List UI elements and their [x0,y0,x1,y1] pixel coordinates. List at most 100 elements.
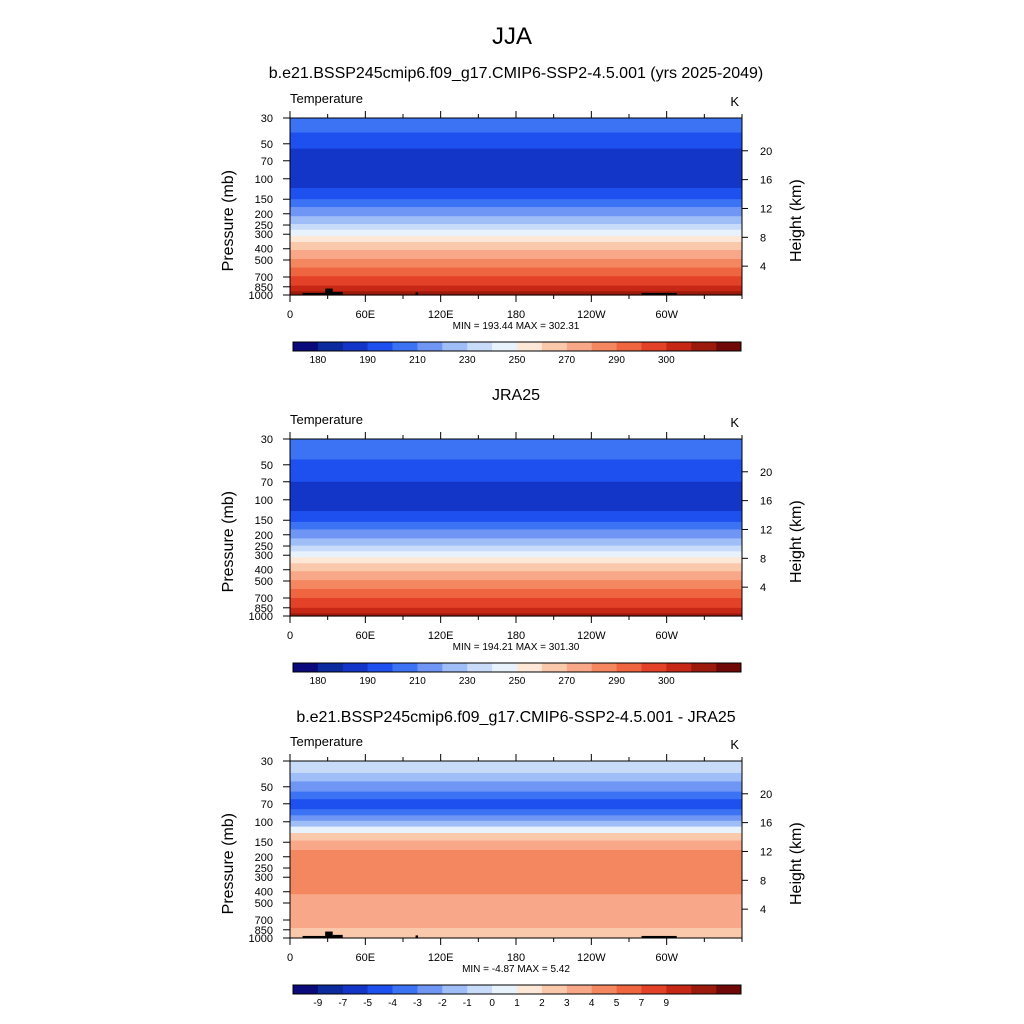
colorbar-box [517,985,543,994]
colorbar-label: 300 [658,676,675,687]
colorbar-box [467,342,493,351]
colorbar-label: 270 [558,676,575,687]
colorbar-box [367,985,393,994]
contour-band [290,439,742,461]
contour-band [290,199,742,208]
variable-label: Temperature [290,412,363,427]
pressure-tick-label: 1000 [249,611,273,623]
contour-band [290,597,742,609]
contour-band [290,840,742,851]
x-tick-label: 120E [428,630,454,642]
contour-band [290,529,742,540]
colorbar-label: 3 [564,998,570,1009]
pressure-tick-label: 200 [255,530,273,542]
pressure-tick-label: 400 [255,887,273,899]
colorbar-box [666,342,692,351]
colorbar-box [417,663,443,672]
terrain-block [332,291,343,295]
x-tick-label: 60W [655,630,678,642]
pressure-tick-label: 70 [261,799,273,811]
pressure-tick-label: 850 [255,925,273,937]
units-label: K [730,94,739,109]
contour-band [290,276,742,287]
pressure-tick-label: 150 [255,837,273,849]
colorbar-box [641,663,667,672]
contour-band [290,249,742,260]
x-tick-label: 0 [287,630,293,642]
variable-label: Temperature [290,734,363,749]
colorbar-label: 9 [664,998,670,1009]
pressure-tick-label: 850 [255,603,273,615]
colorbar-box [517,663,543,672]
colorbar-box [367,342,393,351]
colorbar-box [541,985,568,994]
colorbar-box [417,342,443,351]
pressure-tick-label: 250 [255,863,273,875]
pressure-tick-label: 70 [261,477,273,489]
pressure-tick-label: 100 [255,817,273,829]
contour-band [290,545,742,552]
contour-band [290,285,742,292]
height-tick-label: 8 [760,553,766,565]
colorbar-frame [292,984,742,995]
height-tick-label: 16 [760,818,772,830]
chart-panel-3: b.e21.BSSP245cmip6.f09_g17.CMIP6-SSP2-4.… [220,709,805,1009]
colorbar-label: 210 [409,676,426,687]
colorbar-label: 300 [658,355,675,366]
colorbar-box [666,663,692,672]
height-tick-label: 4 [760,904,766,916]
contour-band [290,521,742,531]
colorbar-frame [292,662,742,673]
colorbar-box [566,663,592,672]
contour-band [290,927,742,939]
pressure-tick-label: 30 [261,113,273,125]
colorbar-box [591,985,617,994]
contour-band [290,815,742,822]
contour-band [290,258,742,269]
colorbar-label: 230 [459,676,476,687]
x-tick-label: 60W [655,952,678,964]
colorbar-label: -5 [363,998,372,1009]
terrain-block [415,292,419,295]
colorbar-label: 290 [608,676,625,687]
pressure-tick-label: 500 [255,255,273,267]
y-axis-title: Pressure (mb) [220,813,237,914]
colorbar-label: -7 [338,998,347,1009]
colorbar-box [467,985,493,994]
y2-axis-title: Height (km) [788,179,805,262]
y-axis-title: Pressure (mb) [220,170,237,271]
pressure-tick-label: 100 [255,174,273,186]
colorbar-frame [292,341,742,352]
chart-panel-2: JRA25 Temperature K 0 60E 120E 180 120W 60W 30 50 7… [220,387,805,687]
y2-axis-title: Height (km) [788,822,805,905]
x-tick-label: 180 [507,630,525,642]
colorbar-box [317,342,344,351]
colorbar-label: 210 [409,355,426,366]
colorbar-box [442,985,468,994]
colorbar-box [342,985,368,994]
terrain-block [302,292,341,295]
contour-band [290,224,742,231]
pressure-tick-label: 850 [255,282,273,294]
terrain-block [641,935,677,938]
colorbar-box [591,342,617,351]
colorbar-box [641,342,667,351]
pressure-tick-label: 50 [261,460,273,472]
height-tick-label: 20 [760,146,772,158]
colorbar-box [666,985,692,994]
contour-band [290,267,742,277]
contour-band [290,772,742,783]
contour-band [290,187,742,200]
contour-band [290,826,742,834]
contour-band [290,207,742,217]
contour-band [290,850,742,895]
colorbar: 180 190 210 230 250 270 290 300 [292,341,742,366]
x-tick-label: 120E [428,952,454,964]
colorbar-box [442,342,468,351]
terrain-block [641,292,677,295]
contour-band [290,229,742,237]
height-tick-label: 8 [760,232,766,244]
colorbar-box [691,985,717,994]
pressure-tick-label: 700 [255,272,273,284]
